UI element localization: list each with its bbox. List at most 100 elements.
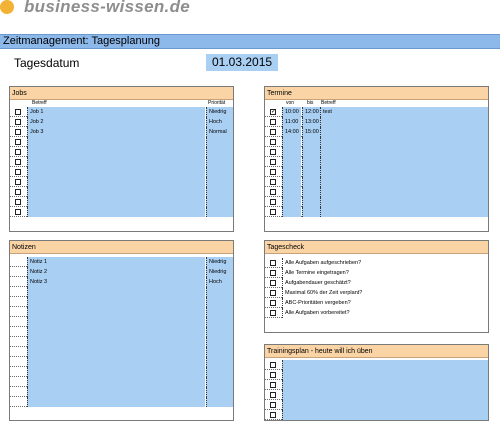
checkbox[interactable]	[270, 159, 276, 165]
job-subject-cell[interactable]	[27, 197, 205, 207]
checkbox[interactable]	[15, 199, 21, 205]
checkbox[interactable]	[270, 209, 276, 215]
checkbox[interactable]	[270, 290, 276, 296]
checkbox[interactable]	[15, 179, 21, 185]
termin-subject-cell[interactable]	[320, 157, 488, 167]
note-priority-cell[interactable]: Niedrig	[206, 267, 233, 277]
termin-to-cell[interactable]	[302, 137, 320, 147]
note-priority-cell[interactable]	[206, 317, 233, 327]
note-text-cell[interactable]	[27, 377, 205, 387]
checkbox[interactable]	[15, 109, 21, 115]
checkbox[interactable]	[15, 209, 21, 215]
checkbox[interactable]	[15, 119, 21, 125]
checkbox[interactable]	[270, 129, 276, 135]
note-text-cell[interactable]	[27, 387, 205, 397]
termin-from-cell[interactable]	[282, 147, 301, 157]
job-priority-cell[interactable]: Hoch	[206, 117, 233, 127]
job-priority-cell[interactable]	[206, 197, 233, 207]
checkbox[interactable]	[270, 362, 276, 368]
checkbox[interactable]	[15, 189, 21, 195]
termin-subject-cell[interactable]	[320, 117, 488, 127]
termin-to-cell[interactable]	[302, 157, 320, 167]
note-priority-cell[interactable]	[206, 327, 233, 337]
checkbox[interactable]	[270, 169, 276, 175]
note-text-cell[interactable]	[27, 357, 205, 367]
checkbox[interactable]	[270, 119, 276, 125]
checkbox[interactable]	[270, 402, 276, 408]
job-subject-cell[interactable]: Job 2	[27, 117, 205, 127]
termin-subject-cell[interactable]	[320, 137, 488, 147]
termin-to-cell[interactable]	[302, 207, 320, 217]
job-priority-cell[interactable]	[206, 147, 233, 157]
note-text-cell[interactable]	[27, 347, 205, 357]
job-priority-cell[interactable]	[206, 157, 233, 167]
checkbox[interactable]: ✓	[270, 109, 277, 115]
job-subject-cell[interactable]	[27, 167, 205, 177]
note-text-cell[interactable]	[27, 297, 205, 307]
termin-subject-cell[interactable]	[320, 187, 488, 197]
note-text-cell[interactable]	[27, 307, 205, 317]
termin-to-cell[interactable]	[302, 167, 320, 177]
job-subject-cell[interactable]	[27, 157, 205, 167]
termin-subject-cell[interactable]	[320, 207, 488, 217]
job-priority-cell[interactable]	[206, 137, 233, 147]
note-text-cell[interactable]	[27, 337, 205, 347]
checkbox[interactable]	[270, 270, 276, 276]
checkbox[interactable]	[270, 392, 276, 398]
job-subject-cell[interactable]	[27, 177, 205, 187]
note-priority-cell[interactable]	[206, 357, 233, 367]
job-subject-cell[interactable]: Job 1	[27, 107, 205, 117]
job-subject-cell[interactable]	[27, 137, 205, 147]
job-priority-cell[interactable]: Niedrig	[206, 107, 233, 117]
checkbox[interactable]	[270, 310, 276, 316]
checkbox[interactable]	[270, 199, 276, 205]
job-subject-cell[interactable]: Job 3	[27, 127, 205, 137]
termin-from-cell[interactable]: 10:00	[282, 107, 301, 117]
termin-subject-cell[interactable]: test	[320, 107, 488, 117]
termin-to-cell[interactable]: 13:00	[302, 117, 320, 127]
termin-subject-cell[interactable]	[320, 167, 488, 177]
checkbox[interactable]	[15, 169, 21, 175]
note-text-cell[interactable]: Notiz 3	[27, 277, 205, 287]
checkbox[interactable]	[270, 300, 276, 306]
note-priority-cell[interactable]	[206, 397, 233, 407]
checkbox[interactable]	[15, 129, 21, 135]
note-priority-cell[interactable]: Hoch	[206, 277, 233, 287]
note-priority-cell[interactable]	[206, 287, 233, 297]
termin-to-cell[interactable]: 12:00	[302, 107, 320, 117]
job-priority-cell[interactable]	[206, 207, 233, 217]
termin-from-cell[interactable]: 14:00	[282, 127, 301, 137]
note-priority-cell[interactable]: Niedrig	[206, 257, 233, 267]
note-priority-cell[interactable]	[206, 297, 233, 307]
note-text-cell[interactable]	[27, 327, 205, 337]
checkbox[interactable]	[270, 139, 276, 145]
note-text-cell[interactable]	[27, 397, 205, 407]
note-priority-cell[interactable]	[206, 337, 233, 347]
training-text-cell[interactable]	[282, 380, 488, 390]
checkbox[interactable]	[270, 260, 276, 266]
job-priority-cell[interactable]	[206, 187, 233, 197]
checkbox[interactable]	[270, 149, 276, 155]
termin-from-cell[interactable]	[282, 187, 301, 197]
termin-to-cell[interactable]: 15:00	[302, 127, 320, 137]
termin-from-cell[interactable]	[282, 207, 301, 217]
termin-subject-cell[interactable]	[320, 147, 488, 157]
note-priority-cell[interactable]	[206, 347, 233, 357]
training-text-cell[interactable]	[282, 390, 488, 400]
checkbox[interactable]	[270, 280, 276, 286]
training-text-cell[interactable]	[282, 360, 488, 370]
job-subject-cell[interactable]	[27, 207, 205, 217]
checkbox[interactable]	[15, 139, 21, 145]
termin-to-cell[interactable]	[302, 197, 320, 207]
checkbox[interactable]	[270, 372, 276, 378]
termin-to-cell[interactable]	[302, 177, 320, 187]
checkbox[interactable]	[270, 412, 276, 418]
note-priority-cell[interactable]	[206, 307, 233, 317]
job-priority-cell[interactable]	[206, 177, 233, 187]
job-subject-cell[interactable]	[27, 147, 205, 157]
termin-to-cell[interactable]	[302, 147, 320, 157]
checkbox[interactable]	[270, 189, 276, 195]
termin-from-cell[interactable]	[282, 137, 301, 147]
note-text-cell[interactable]	[27, 287, 205, 297]
training-text-cell[interactable]	[282, 400, 488, 410]
